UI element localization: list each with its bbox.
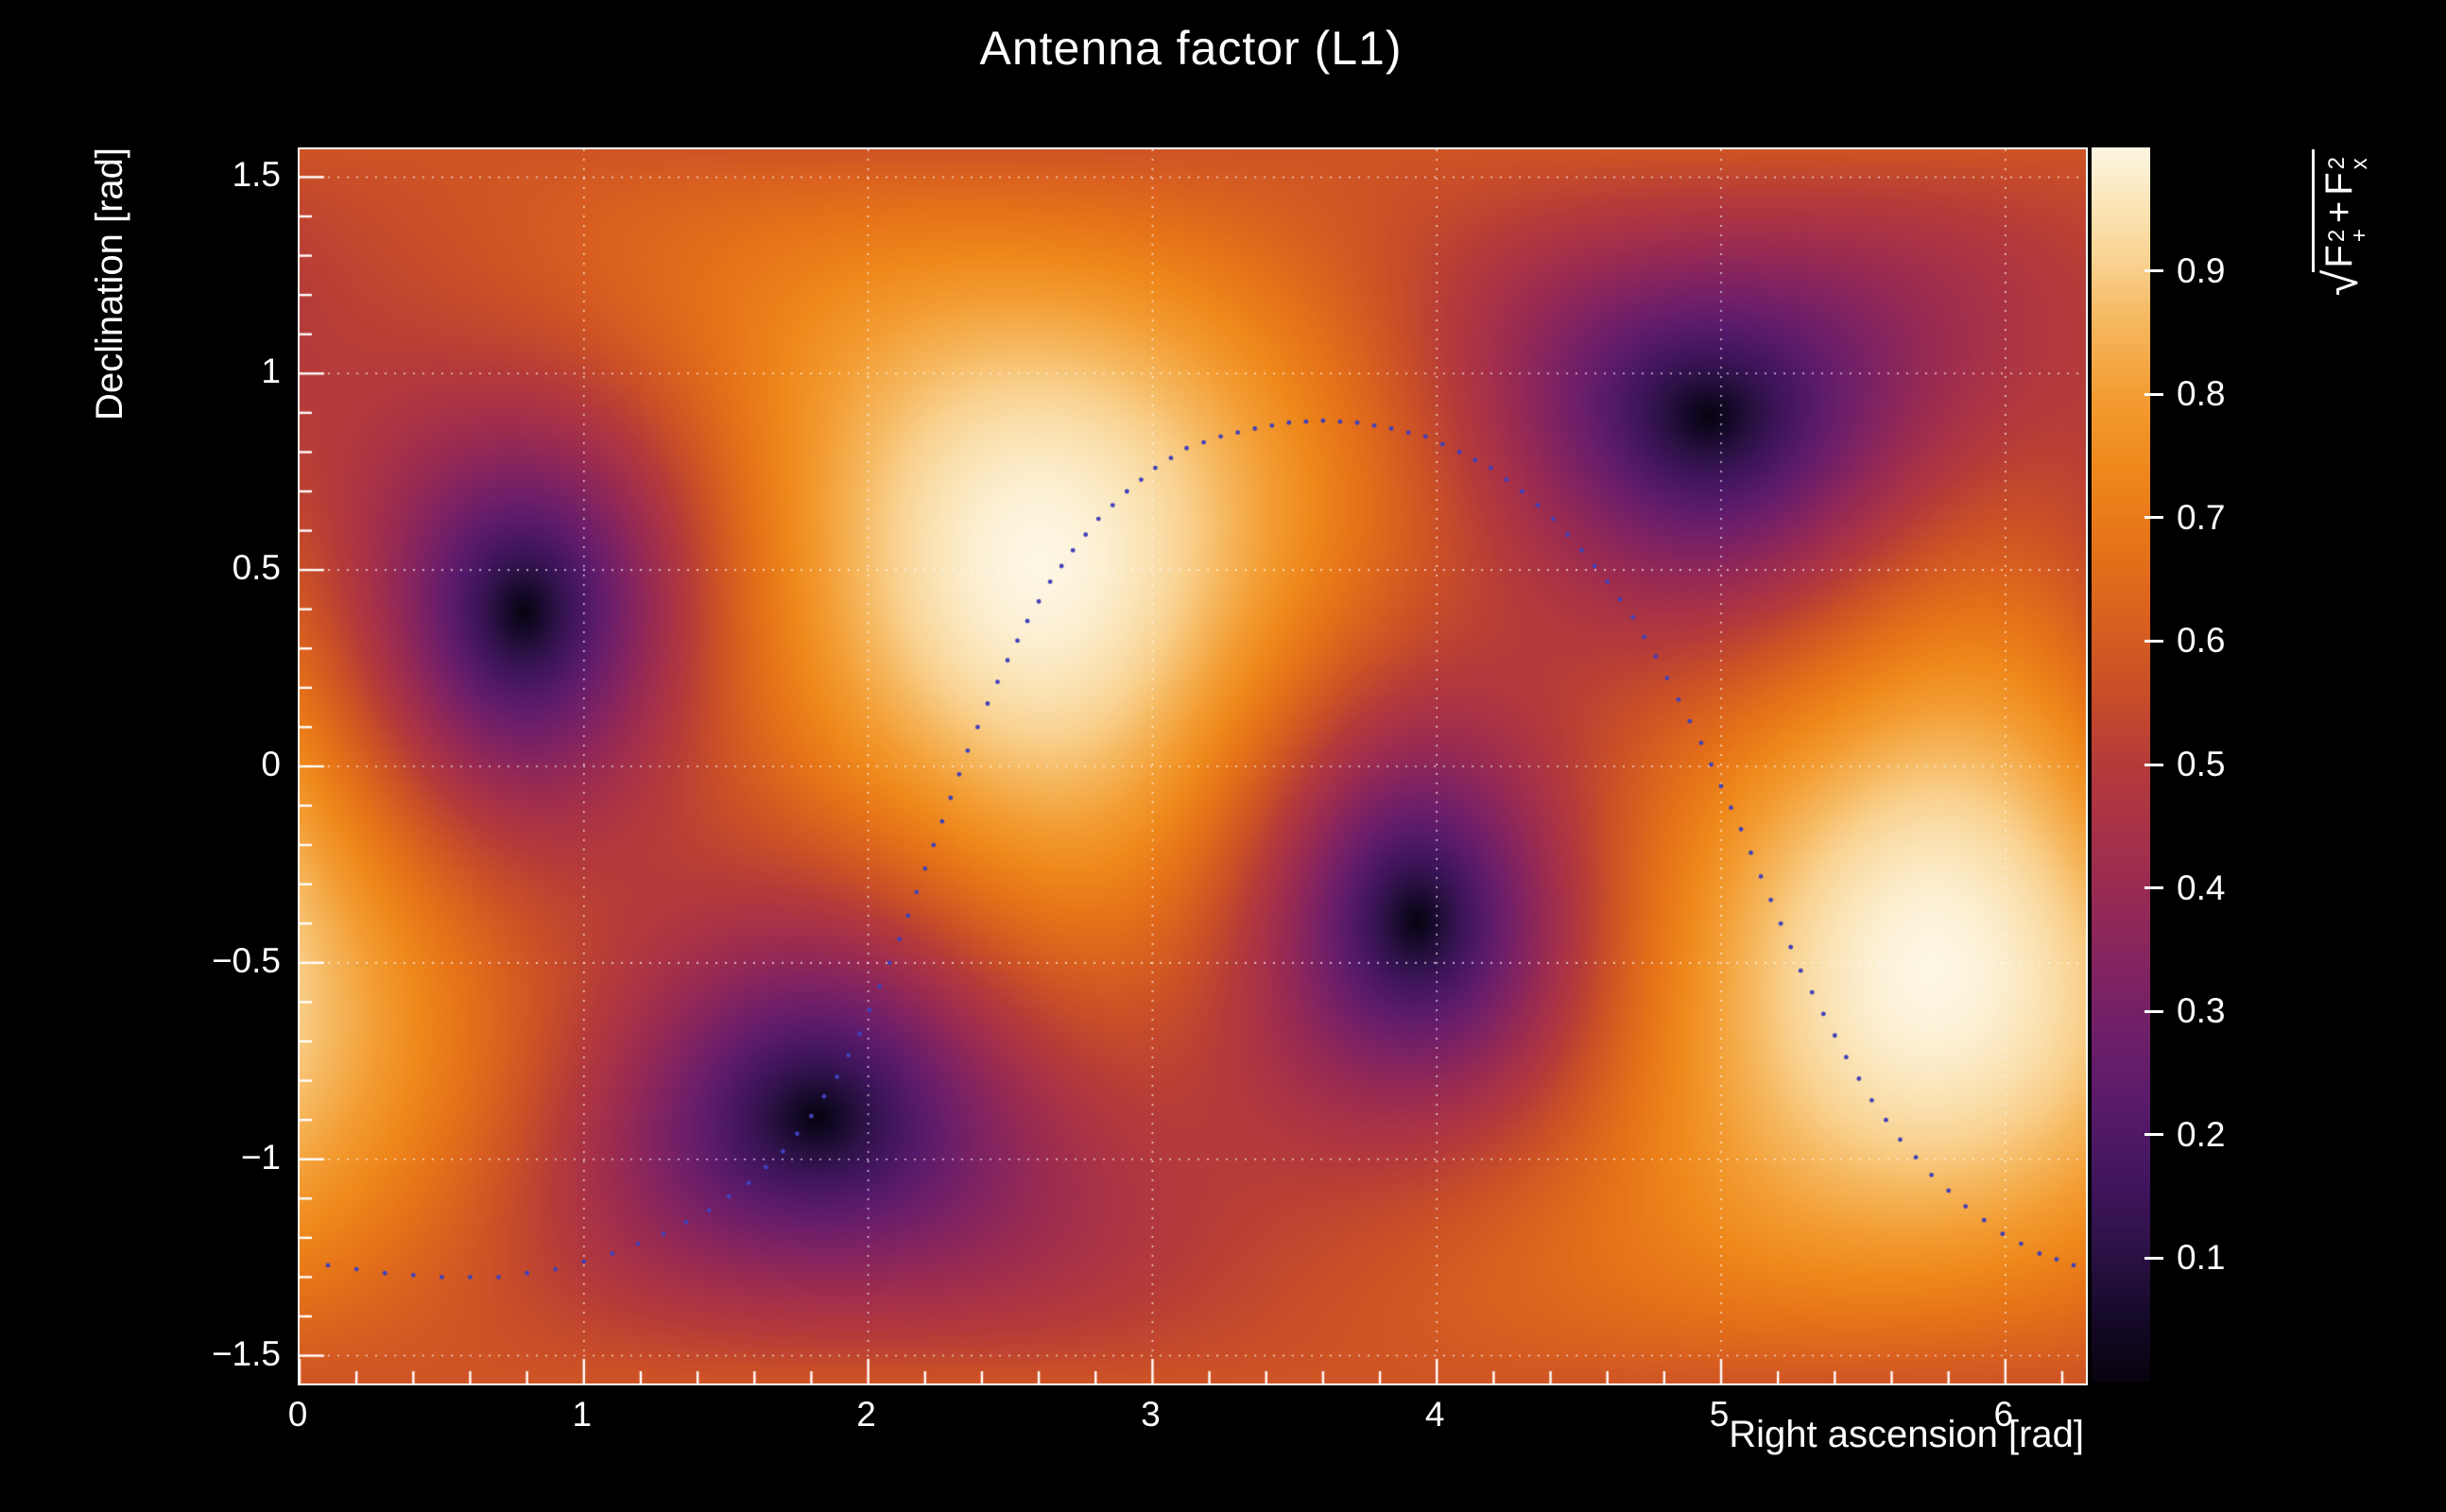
z-tick-label: 0.8 <box>2177 374 2226 414</box>
z-tick-label: 0.3 <box>2177 991 2226 1031</box>
colorbar-tick <box>2145 639 2163 643</box>
f-plus-sup: 2 <box>2324 229 2350 243</box>
x-tick-label: 0 <box>287 1395 308 1434</box>
z-tick-label: 0.2 <box>2177 1114 2226 1154</box>
colorbar-canvas <box>2092 147 2150 1382</box>
z-tick-label: 0.7 <box>2177 497 2226 537</box>
y-tick-label: −1 <box>240 1137 281 1177</box>
f-cross-sub: x <box>2347 158 2372 170</box>
x-tick-label: 2 <box>856 1395 876 1434</box>
colorbar-tick <box>2145 269 2163 273</box>
colorbar-tick <box>2145 886 2163 890</box>
colorbar-tick <box>2145 392 2163 396</box>
z-tick-label: 0.5 <box>2177 745 2226 783</box>
y-tick-label: −1.5 <box>211 1333 281 1373</box>
chart-title: Antenna factor (L1) <box>979 22 1403 75</box>
plot-area <box>298 147 2088 1385</box>
x-tick-label: 6 <box>1993 1395 2014 1434</box>
f-cross-sup: 2 <box>2324 157 2350 170</box>
y-tick-label: 0.5 <box>232 548 281 588</box>
sqrt-symbol: √ <box>2315 269 2368 297</box>
x-tick-label: 4 <box>1424 1395 1445 1434</box>
colorbar <box>2092 147 2150 1382</box>
colorbar-axis-title: √F 2 + +F 2 x <box>2312 149 2372 297</box>
f-plus-base: F <box>2318 245 2360 268</box>
f-plus-scripts: 2 + <box>2324 229 2372 243</box>
colorbar-tick <box>2145 1133 2163 1137</box>
plus-operator: + <box>2318 200 2360 224</box>
z-tick-label: 0.4 <box>2177 868 2226 907</box>
colorbar-tick <box>2145 1009 2163 1013</box>
f-cross-base: F <box>2318 172 2360 196</box>
colorbar-tick <box>2145 516 2163 520</box>
x-axis-title: Right ascension [rad] <box>1729 1414 2084 1455</box>
f-plus-sub: + <box>2347 229 2372 243</box>
z-title-radicand: F 2 + +F 2 x <box>2312 149 2372 272</box>
y-axis-title: Declination [rad] <box>89 147 130 421</box>
x-tick-label: 1 <box>572 1395 593 1434</box>
x-tick-label: 3 <box>1141 1395 1161 1434</box>
z-tick-label: 0.1 <box>2177 1238 2226 1278</box>
y-tick-label: 0 <box>261 745 281 783</box>
x-tick-label: 5 <box>1709 1395 1730 1434</box>
z-tick-label: 0.9 <box>2177 250 2226 290</box>
colorbar-tick <box>2145 763 2163 766</box>
z-tick-label: 0.6 <box>2177 621 2226 661</box>
plot-overlay-canvas <box>300 149 2086 1383</box>
colorbar-tick <box>2145 1256 2163 1260</box>
y-tick-label: 1.5 <box>232 155 281 195</box>
y-tick-label: −0.5 <box>211 940 281 980</box>
y-tick-label: 1 <box>261 352 281 391</box>
